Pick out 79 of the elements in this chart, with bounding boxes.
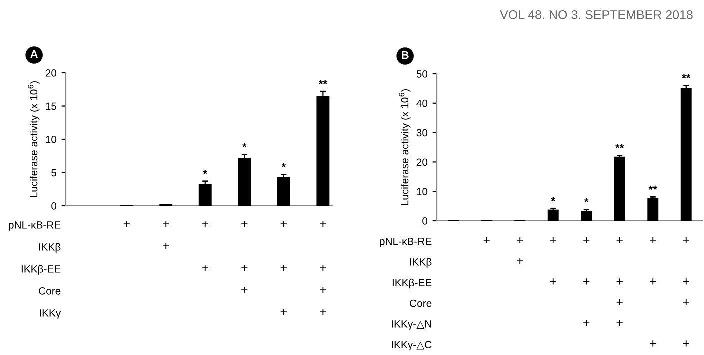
bar (581, 211, 592, 221)
text: + (320, 265, 326, 272)
text: + (616, 320, 623, 326)
bar (680, 88, 692, 221)
text: + (242, 287, 248, 294)
y-axis-title: Luciferase activity (x 10$^{6}$) (28, 82, 40, 198)
data-label: * (242, 143, 247, 148)
text: + (163, 221, 170, 228)
text: + (320, 221, 326, 228)
y-tick-label: Core (39, 288, 61, 295)
y-tick-label: 30 (416, 129, 428, 137)
y-tick-label: 20 (46, 70, 57, 77)
y-tick-label: 50 (416, 70, 428, 78)
text: + (280, 309, 287, 316)
text: + (202, 265, 208, 272)
text: + (584, 237, 590, 244)
text: + (683, 299, 690, 306)
text: + (650, 340, 656, 347)
text: + (550, 237, 556, 244)
data-label: ** (648, 186, 658, 190)
text: + (320, 287, 326, 294)
text: + (683, 237, 690, 244)
y-tick-label: 5 (52, 169, 57, 177)
text: + (683, 340, 690, 347)
y-tick-label: Core (410, 300, 432, 308)
y-tick-label: IKKγ-△N (392, 320, 432, 330)
text: + (280, 265, 287, 272)
y-tick-label: IKKβ-EE (22, 265, 61, 275)
text: + (202, 221, 208, 228)
text: VOL 48. NO 3. SEPTEMBER 2018 (500, 10, 693, 20)
bar (614, 156, 626, 221)
y-tick-label: 10 (417, 188, 428, 196)
bar (316, 96, 330, 206)
y-tick-label: IKKγ-△C (392, 341, 432, 351)
data-label: ** (318, 80, 328, 84)
y-tick-label: pNL-κB-RE (380, 238, 432, 248)
data-label: ** (682, 74, 691, 79)
y-tick-label: 0 (52, 202, 57, 210)
text: + (242, 221, 248, 228)
bar (277, 177, 290, 206)
y-tick-label: 40 (416, 100, 428, 108)
text: + (517, 258, 524, 264)
text: + (616, 299, 623, 306)
bar (198, 184, 212, 206)
text: + (124, 221, 130, 228)
text: + (650, 237, 656, 244)
y-tick-label: IKKβ (39, 243, 61, 253)
bar (548, 210, 559, 221)
data-label: * (282, 163, 286, 168)
text: + (517, 237, 524, 244)
y-tick-label: 10 (46, 136, 57, 144)
chart-title: A (30, 50, 38, 58)
text: + (320, 309, 326, 316)
data-label: ** (616, 144, 624, 149)
text: + (584, 278, 590, 285)
y-axis-title: Luciferase activity (x 10$^{6}$) (399, 90, 411, 206)
text: + (584, 320, 590, 326)
text: + (550, 278, 556, 285)
chart-title: B (402, 51, 409, 60)
text: + (683, 278, 690, 285)
bar (648, 198, 659, 221)
text: + (616, 237, 623, 244)
text: + (163, 243, 170, 250)
y-tick-label: IKKγ (40, 310, 62, 319)
text: + (242, 265, 248, 272)
data-label: * (551, 197, 556, 202)
text: + (650, 278, 656, 285)
y-tick-label: 15 (46, 102, 57, 110)
text: + (280, 221, 287, 228)
text: + (616, 278, 623, 285)
bar (238, 158, 252, 206)
y-tick-label: IKKβ-EE (392, 278, 432, 289)
data-label: * (584, 198, 589, 203)
y-tick-label: 0 (422, 218, 428, 225)
y-tick-label: pNL-κB-RE (9, 222, 61, 231)
y-tick-label: 20 (416, 158, 428, 166)
data-label: * (203, 170, 208, 174)
y-tick-label: IKKβ (410, 258, 432, 268)
text: + (484, 237, 490, 244)
